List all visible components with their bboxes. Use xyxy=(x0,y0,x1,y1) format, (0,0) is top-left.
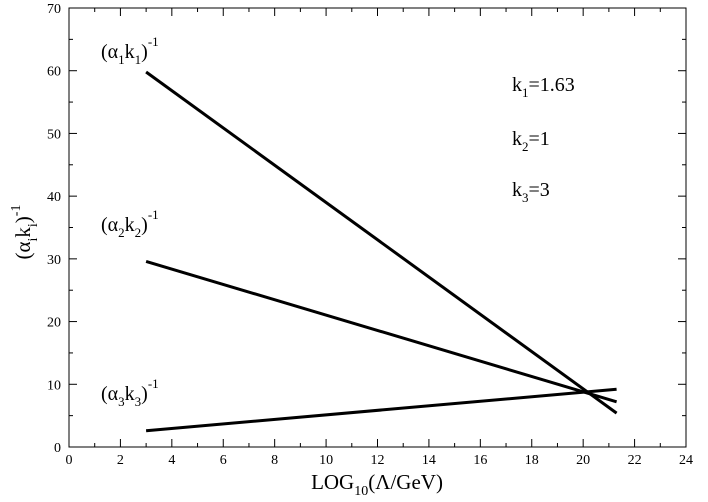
series-line-3 xyxy=(145,387,617,433)
y-tick-label: 50 xyxy=(47,127,61,142)
x-tick-label: 8 xyxy=(271,453,278,468)
x-tick-label: 14 xyxy=(422,453,436,468)
x-tick-label: 24 xyxy=(679,453,693,468)
series-lines xyxy=(145,70,618,433)
y-tick-label: 70 xyxy=(47,2,61,17)
x-axis-title: LOG10(Λ/GeV) xyxy=(311,470,443,499)
x-tick-label: 20 xyxy=(576,453,590,468)
x-tick-label: 16 xyxy=(473,453,487,468)
series-label-1: (α1k1)-1 xyxy=(101,34,159,67)
annotation-k2: k2=1 xyxy=(512,128,550,154)
x-tick-label: 18 xyxy=(525,453,539,468)
x-tick-label: 0 xyxy=(66,453,73,468)
x-tick-label: 22 xyxy=(628,453,642,468)
x-tick-label: 4 xyxy=(168,453,175,468)
annotation-k3: k3=3 xyxy=(512,179,550,205)
y-tick-label: 0 xyxy=(54,441,61,456)
series-label-2: (α2k2)-1 xyxy=(101,207,159,240)
plot-frame xyxy=(68,7,687,448)
x-tick-label: 10 xyxy=(319,453,333,468)
x-tick-label: 12 xyxy=(371,453,385,468)
y-tick-label: 30 xyxy=(47,253,61,268)
x-tick-label: 6 xyxy=(220,453,227,468)
y-tick-label: 40 xyxy=(47,190,61,205)
x-tick-label: 2 xyxy=(117,453,124,468)
y-tick-label: 10 xyxy=(47,378,61,393)
series-line-2 xyxy=(145,259,618,404)
y-tick-label: 20 xyxy=(47,316,61,331)
series-line-1 xyxy=(145,70,618,415)
annotation-k1: k1=1.63 xyxy=(512,74,575,100)
y-axis-title: (αiki)-1 xyxy=(9,205,41,260)
series-label-3: (α3k3)-1 xyxy=(101,376,159,409)
y-tick-label: 60 xyxy=(47,65,61,80)
